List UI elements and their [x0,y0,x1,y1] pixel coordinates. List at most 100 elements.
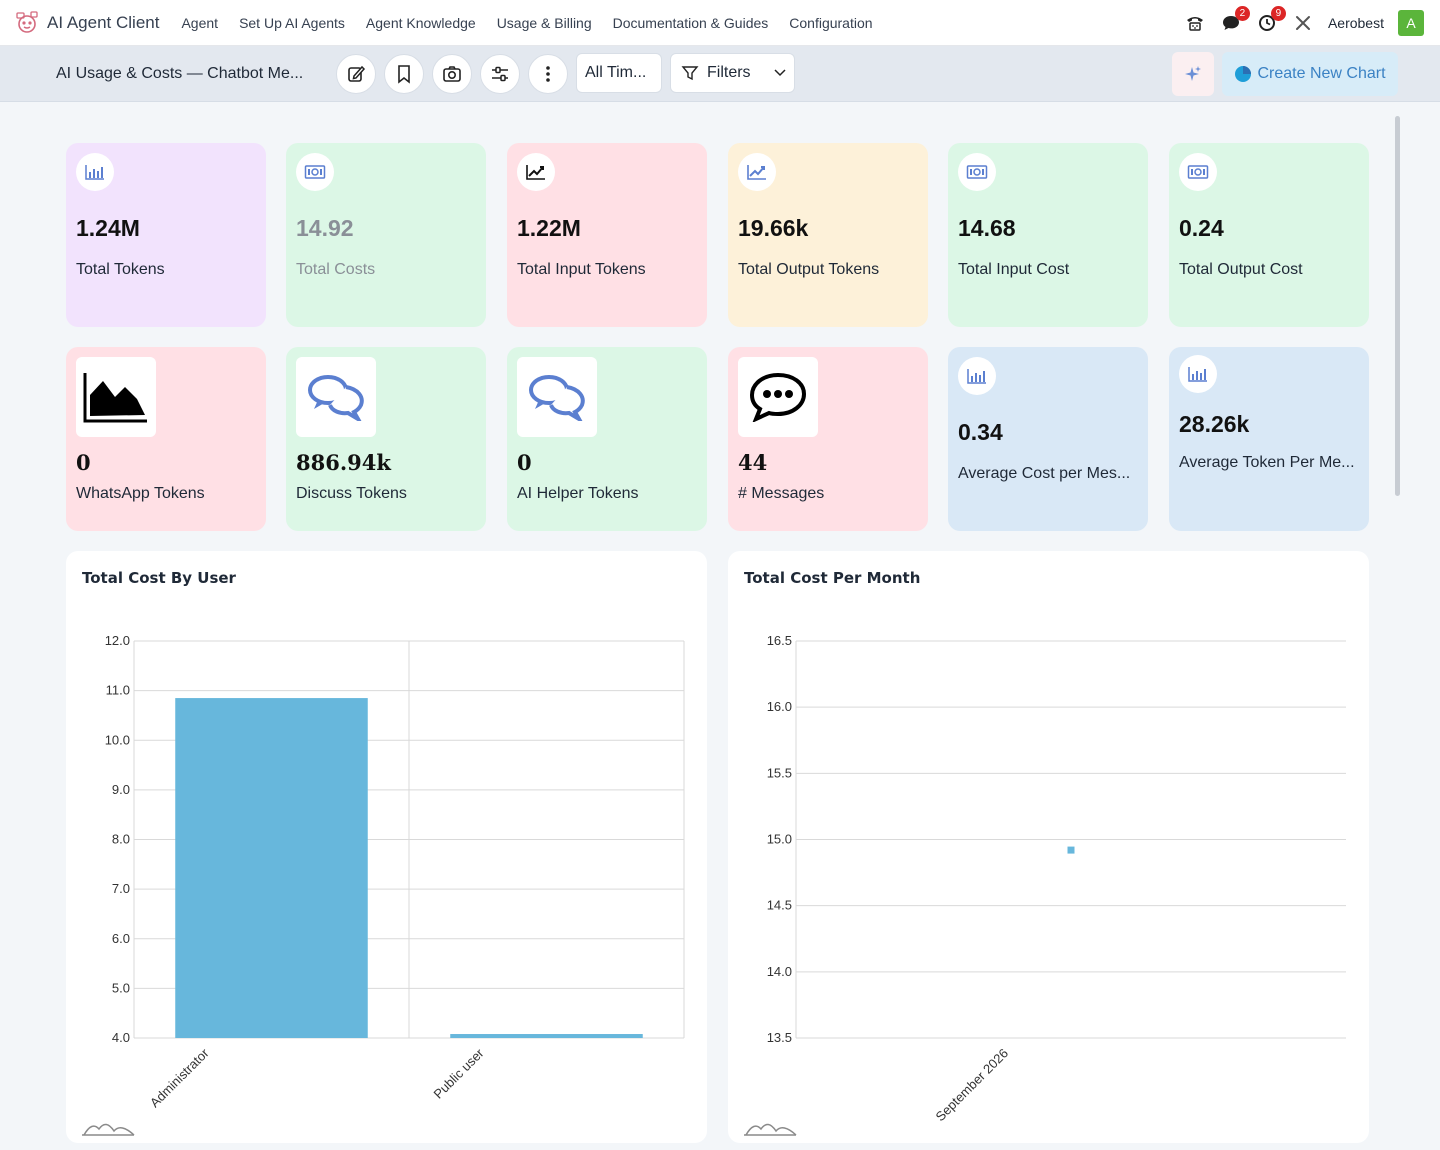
bar-chart-icon [1179,355,1217,393]
username[interactable]: Aerobest [1327,15,1384,31]
dashboard-title: AI Usage & Costs — Chatbot Me... [56,65,304,82]
card-label: Discuss Tokens [296,485,407,502]
bar-chart-icon [958,357,996,395]
card-average-token-per-message[interactable]: 28.26k Average Token Per Me... [1169,347,1369,531]
create-new-chart-label: Create New Chart [1257,65,1386,82]
edit-icon [348,65,366,82]
chart-panel-cost-per-month[interactable]: Total Cost Per Month 13.5 14.0 14.5 15.0 15.… [728,551,1369,1143]
card-value: 0 [76,450,91,475]
top-navbar: AI Agent Client Agent Set Up AI Agents A… [0,0,1440,46]
card-value: 14.68 [958,215,1016,241]
card-total-input-tokens[interactable]: 1.22M Total Input Tokens [507,143,707,327]
more-button[interactable] [528,54,568,94]
edit-button[interactable] [336,54,376,94]
y-tick-label: 6.0 [112,931,130,946]
main-menu: Agent Set Up AI Agents Agent Knowledge U… [181,15,893,31]
clock-icon[interactable]: 9 [1256,6,1286,34]
y-tick-label: 16.0 [767,699,792,714]
card-average-cost-per-message[interactable]: 0.34 Average Cost per Mes... [948,347,1148,531]
chat-bubbles-icon [517,357,597,437]
tools-icon[interactable] [1292,12,1314,34]
y-tick-label: 5.0 [112,980,130,995]
y-tick-label: 15.5 [767,765,792,780]
money-icon [1179,153,1217,191]
card-label: Total Output Tokens [738,261,880,278]
settings-button[interactable] [480,54,520,94]
chat-badge: 2 [1234,6,1250,21]
nav-right: 2 9 Aerobest A [1170,0,1424,46]
time-filter[interactable]: All Tim... [576,53,662,93]
card-whatsapp-tokens[interactable]: 0 WhatsApp Tokens [66,347,266,531]
snapshot-button[interactable] [432,54,472,94]
card-value: 44 [738,450,768,475]
card-total-output-cost[interactable]: 0.24 Total Output Cost [1169,143,1369,327]
card-label: Total Costs [296,261,376,278]
card-value: 0 [517,450,532,475]
brand-name: AI Agent Client [47,12,160,32]
app-logo-icon [16,10,38,33]
sparkle-icon [1185,66,1201,81]
card-value: 14.92 [296,215,354,241]
bookmark-button[interactable] [384,54,424,94]
line-chart-icon [517,153,555,191]
chart-type-icon [83,1123,135,1136]
chevron-down-icon [774,69,786,77]
card-value: 28.26k [1179,411,1250,437]
menu-item-configuration[interactable]: Configuration [789,14,873,31]
card-value: 19.66k [738,215,809,241]
dashboard-toolbar: AI Usage & Costs — Chatbot Me... All Tim… [0,46,1440,102]
ai-assistant-button[interactable] [1172,52,1214,96]
avatar[interactable]: A [1398,10,1424,36]
bar [175,698,368,1038]
y-tick-label: 8.0 [112,832,130,847]
data-point [1067,846,1075,854]
x-tick-label: September 2026 [933,1046,1012,1125]
brand[interactable]: AI Agent Client [14,10,159,36]
card-total-output-tokens[interactable]: 19.66k Total Output Tokens [728,143,928,327]
card-value: 1.22M [517,215,581,241]
card-discuss-tokens[interactable]: 886.94k Discuss Tokens [286,347,486,531]
chart-cost-per-month[interactable]: 13.5 14.0 14.5 15.0 15.5 16.0 16.5 September 20… [728,551,1369,1143]
card-total-costs[interactable]: 14.92 Total Costs [286,143,486,327]
card-ai-helper-tokens[interactable]: 0 AI Helper Tokens [507,347,707,531]
y-tick-label: 4.0 [112,1030,130,1045]
activity-badge: 9 [1270,6,1286,21]
filters-label: Filters [707,64,751,81]
card-label: AI Helper Tokens [517,485,639,502]
y-tick-label: 11.0 [106,683,130,698]
card-messages[interactable]: 44 # Messages [728,347,928,531]
card-value: 1.24M [76,215,140,241]
y-tick-label: 9.0 [112,782,130,797]
menu-item-setup-agents[interactable]: Set Up AI Agents [239,14,345,31]
scrollbar-thumb[interactable] [1395,116,1400,496]
bar-chart-icon [76,153,114,191]
card-label: WhatsApp Tokens [76,485,205,502]
chart-title: Total Cost Per Month [744,569,921,587]
chart-cost-by-user[interactable]: 4.0 5.0 6.0 7.0 8.0 9.0 10.0 11.0 12.0 Administra… [66,551,707,1143]
menu-item-agent[interactable]: Agent [181,14,219,31]
phone-icon[interactable] [1184,12,1206,34]
card-label: Total Input Tokens [517,261,646,278]
filters-dropdown[interactable]: Filters [670,53,795,93]
card-total-input-cost[interactable]: 14.68 Total Input Cost [948,143,1148,327]
menu-item-documentation[interactable]: Documentation & Guides [612,14,769,31]
more-vertical-icon [546,66,550,82]
menu-item-agent-knowledge[interactable]: Agent Knowledge [365,14,476,31]
bookmark-icon [398,65,410,84]
chart-panel-cost-by-user[interactable]: Total Cost By User 4.0 5.0 6.0 7.0 8.0 9.0 10.… [66,551,707,1143]
card-label: Total Output Cost [1179,261,1303,278]
line-chart-icon [738,153,776,191]
card-total-tokens[interactable]: 1.24M Total Tokens [66,143,266,327]
x-tick-label: Administrator [147,1045,212,1110]
y-tick-label: 16.5 [767,633,792,648]
create-new-chart-button[interactable]: Create New Chart [1222,52,1398,96]
menu-item-usage-billing[interactable]: Usage & Billing [496,14,592,31]
card-value: 886.94k [296,450,391,475]
y-tick-label: 10.0 [105,732,130,747]
y-tick-label: 12.0 [105,633,130,648]
time-filter-label: All Tim... [585,64,647,81]
card-value: 0.34 [958,419,1003,445]
card-value: 0.24 [1179,215,1224,241]
chart-type-icon [745,1123,797,1136]
chat-icon[interactable]: 2 [1220,6,1250,34]
